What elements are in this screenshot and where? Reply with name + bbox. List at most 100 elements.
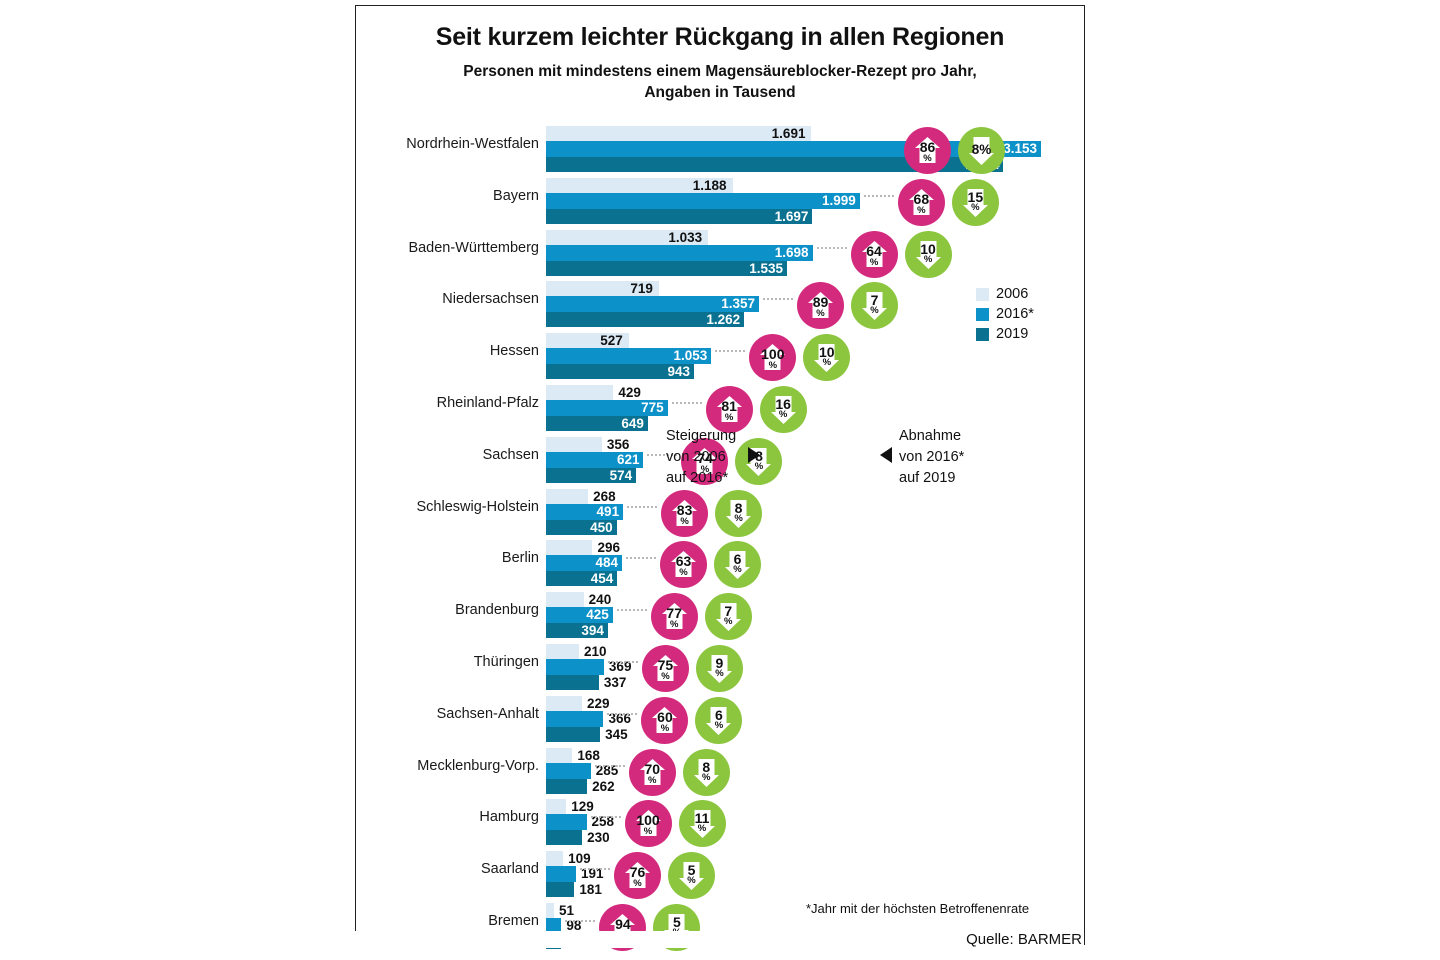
- connector-dots: [627, 505, 658, 508]
- row-label-hamburg: Hamburg: [479, 809, 539, 826]
- decrease-badge-hessen: 10%: [803, 334, 851, 382]
- decrease-badge-bayern: 15%: [951, 178, 999, 226]
- bar-2006-brandenburg: 240: [546, 592, 611, 608]
- bar-2016-th-ringen: 369: [546, 659, 631, 675]
- percent-icon: %: [778, 409, 788, 420]
- connector-dots: [625, 557, 656, 560]
- chart-row: Berlin 296 484 454 63% 6%: [356, 538, 1086, 590]
- bar-group: 429 775 649: [546, 385, 668, 431]
- decrease-badge-value: 6: [733, 551, 742, 568]
- increase-badge-value: 63: [675, 553, 692, 570]
- increase-badge-value: 68: [913, 190, 930, 207]
- bar-group: 240 425 394: [546, 592, 613, 639]
- chart-row: Thüringen 210 369 337 75% 9%: [356, 642, 1086, 694]
- percent-icon: %: [869, 256, 879, 268]
- bar-value-label: 425: [586, 607, 609, 623]
- row-label-hessen: Hessen: [489, 343, 539, 360]
- bar-value-label: 3.153: [1003, 141, 1037, 156]
- chart-subtitle: Personen mit mindestens einem Magensäure…: [356, 62, 1084, 104]
- bar-value-label: 1.357: [721, 296, 756, 312]
- connector-dots: [816, 246, 847, 249]
- increase-badge-value: 75: [657, 657, 674, 673]
- decrease-badge-value: 16: [775, 396, 791, 412]
- bar-2006-nordrhein-westfalen: 1.691: [546, 126, 812, 141]
- bar-group: 527 1.053 943: [546, 333, 712, 380]
- percent-icon: %: [723, 616, 733, 628]
- bar-2016-baden-w-rttemberg: 1.698: [546, 244, 813, 261]
- source-text: Quelle: BARMER: [354, 931, 1084, 948]
- bar-group: 168 285 262: [546, 747, 618, 794]
- bar-group: 268 491 450: [546, 488, 624, 535]
- decrease-badge-rheinland-pfalz: 16%: [759, 386, 807, 433]
- bar-value-label: 1.698: [774, 244, 809, 260]
- chart-legend: 2006 2016* 2019: [976, 284, 1034, 344]
- bar-group: 356 621 574: [546, 436, 644, 483]
- connector-dots: [715, 350, 746, 353]
- bar-value-label: 574: [609, 467, 633, 483]
- bar-2006-th-ringen: 210: [546, 644, 606, 659]
- percent-icon: %: [669, 619, 679, 631]
- row-label-sachsen: Sachsen: [482, 446, 539, 463]
- triangle-left-icon: [880, 447, 892, 463]
- decrease-badge-sachsen-anhalt: 6%: [695, 696, 743, 744]
- bar-group: 1.188 1.999 1.697: [546, 177, 860, 224]
- increase-badge-value: 100: [761, 346, 785, 363]
- percent-icon: %: [816, 308, 825, 320]
- decrease-badge-value: 10: [920, 240, 936, 257]
- decrease-badge-value: 8: [734, 499, 743, 516]
- bar-value-label: 1.691: [771, 126, 806, 141]
- row-label-bremen: Bremen: [488, 913, 539, 929]
- bar-2016-bayern: 1.999: [546, 192, 860, 209]
- row-label-berlin: Berlin: [501, 550, 539, 567]
- bar-value-label: 51: [559, 903, 575, 918]
- bar-2006-bremen: 51: [546, 903, 574, 918]
- annotation-decrease-line-3: auf 2019: [899, 470, 956, 487]
- bar-group: 1.033 1.698 1.535: [546, 229, 813, 276]
- footnote-text: *Jahr mit der höchsten Betroffenenrate: [806, 901, 1030, 916]
- increase-badge-value: 74: [697, 449, 713, 466]
- percent-icon: %: [697, 823, 707, 835]
- chart-row: Hessen 527 1.053 943 100% 10%: [356, 331, 1086, 383]
- bar-value-label: 109: [568, 851, 591, 867]
- decrease-badge-value: 15: [967, 188, 984, 205]
- bar-2016-niedersachsen: 1.357: [546, 296, 760, 313]
- increase-badge-hamburg: 100%: [624, 800, 672, 848]
- bar-2016-mecklenburg-vorp-: 285: [546, 762, 618, 779]
- bar-2016-sachsen-anhalt: 366: [546, 710, 631, 727]
- bar-group: 296 484 454: [546, 540, 622, 587]
- bar-2016-hessen: 1.053: [546, 348, 712, 365]
- bar-value-label: 296: [597, 540, 620, 556]
- increase-badge-value: 70: [644, 760, 661, 777]
- percent-icon: %: [715, 668, 724, 679]
- chart-row: Schleswig-Holstein 268 491 450 83% 8%: [356, 487, 1086, 539]
- increase-badge-bayern: 68%: [897, 178, 945, 226]
- bar-2019-sachsen: 574: [546, 467, 637, 483]
- bar-value-label: 1.033: [668, 229, 703, 245]
- bar-value-label: 262: [592, 778, 615, 794]
- decrease-badge-berlin: 6%: [713, 541, 761, 589]
- decrease-badge-brandenburg: 7%: [704, 593, 752, 641]
- increase-badge-value: 86: [919, 139, 936, 155]
- annotation-increase-line-2: von 2006: [666, 449, 726, 466]
- percent-icon: %: [822, 357, 832, 369]
- connector-dots: [671, 402, 702, 404]
- bar-value-label: 1.999: [822, 192, 856, 208]
- bar-value-label: 210: [583, 644, 607, 659]
- bar-2016-rheinland-pfalz: 775: [546, 400, 668, 416]
- percent-icon: %: [923, 253, 933, 265]
- row-label-niedersachsen: Niedersachsen: [442, 291, 539, 308]
- decrease-badge-schleswig-holstein: 8%: [715, 489, 763, 537]
- decrease-badge-value: 9: [715, 655, 724, 671]
- row-label-brandenburg: Brandenburg: [455, 602, 539, 619]
- bar-2006-sachsen-anhalt: 229: [546, 695, 609, 711]
- increase-badge-baden-w-rttemberg: 64%: [850, 230, 898, 278]
- row-label-schleswig-holstein: Schleswig-Holstein: [416, 498, 540, 515]
- increase-badge-value: 94: [615, 916, 631, 932]
- percent-icon: %: [700, 463, 710, 475]
- bar-value-label: 1.053: [673, 348, 708, 364]
- chart-subtitle-line-1: Personen mit mindestens einem Magensäure…: [463, 63, 977, 80]
- legend-label-2016: 2016*: [996, 306, 1034, 322]
- bar-2006-baden-w-rttemberg: 1.033: [546, 229, 709, 245]
- row-label-saarland: Saarland: [480, 861, 539, 878]
